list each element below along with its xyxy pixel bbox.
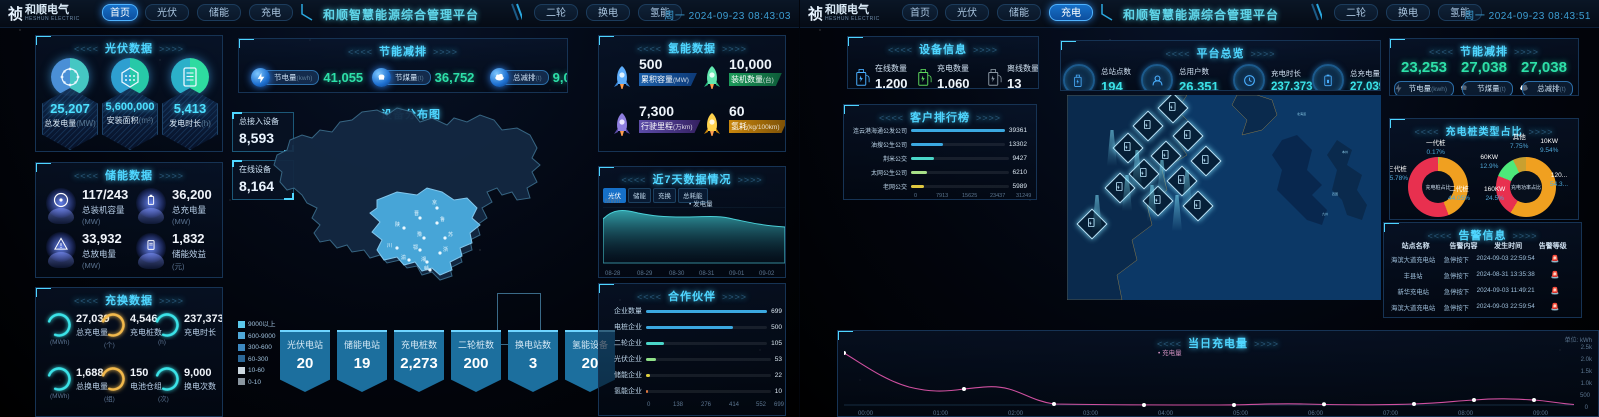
svg-text:本州: 本州	[1342, 149, 1348, 154]
svg-text:湘: 湘	[421, 256, 426, 263]
svg-text:北海道: 北海道	[1297, 111, 1306, 116]
svg-text:鄂: 鄂	[413, 244, 418, 251]
svg-text:川: 川	[387, 243, 392, 249]
svg-text:九州: 九州	[1322, 211, 1328, 216]
svg-text:苏: 苏	[448, 231, 453, 238]
svg-text:浙: 浙	[443, 246, 448, 253]
svg-text:鲁: 鲁	[440, 216, 445, 223]
svg-text:四国: 四国	[1332, 191, 1338, 196]
svg-text:京: 京	[432, 199, 437, 206]
svg-text:晋: 晋	[414, 211, 419, 217]
svg-text:渝: 渝	[401, 254, 406, 261]
svg-text:豫: 豫	[417, 231, 422, 238]
svg-text:赣: 赣	[424, 265, 429, 272]
svg-text:陕: 陕	[395, 221, 400, 228]
